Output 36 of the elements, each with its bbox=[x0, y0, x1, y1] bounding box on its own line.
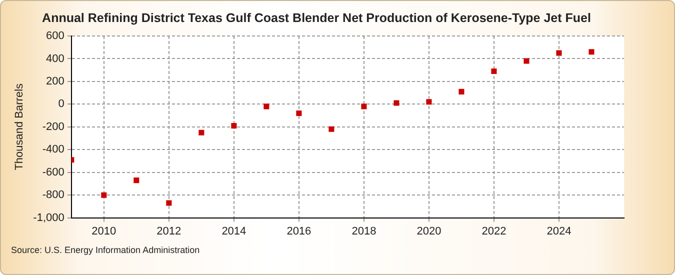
point bbox=[264, 104, 270, 110]
point bbox=[491, 68, 497, 74]
point bbox=[101, 192, 107, 198]
y-tick-label: 400 bbox=[46, 52, 64, 65]
y-axis-title: Thousand Barrels bbox=[14, 82, 26, 170]
y-tick-label: -1,000 bbox=[33, 212, 64, 224]
point bbox=[134, 178, 140, 184]
point bbox=[426, 99, 432, 105]
point bbox=[556, 50, 562, 56]
point bbox=[524, 58, 530, 64]
x-tick-label: 2022 bbox=[482, 225, 506, 238]
x-tick-label: 2024 bbox=[546, 225, 572, 238]
x-tick-label: 2018 bbox=[352, 225, 376, 238]
y-tick-label: 600 bbox=[46, 30, 64, 42]
point bbox=[458, 88, 464, 94]
y-tick-label: 0 bbox=[58, 98, 64, 110]
point bbox=[588, 49, 594, 55]
point bbox=[296, 110, 302, 116]
x-tick-label: 2014 bbox=[222, 225, 246, 238]
point bbox=[198, 130, 204, 136]
point bbox=[361, 104, 367, 110]
x-tick-label: 2010 bbox=[92, 225, 116, 238]
y-tick-label: 200 bbox=[46, 75, 64, 88]
x-tick-label: 2020 bbox=[416, 225, 442, 238]
point bbox=[166, 200, 172, 206]
y-tick-label: -400 bbox=[42, 144, 64, 156]
source-note: Source: U.S. Energy Information Administration bbox=[11, 245, 200, 255]
y-tick-label: -800 bbox=[42, 189, 64, 202]
chart-title: Annual Refining District Texas Gulf Coast Blender Net Production of Kerosene-Type Jet Fuel bbox=[42, 10, 591, 25]
y-tick-label: -600 bbox=[42, 166, 64, 178]
point bbox=[231, 123, 237, 129]
point bbox=[394, 100, 400, 106]
x-tick-label: 2012 bbox=[156, 225, 182, 238]
point bbox=[328, 126, 334, 132]
x-tick-label: 2016 bbox=[286, 225, 312, 238]
y-tick-label: -200 bbox=[42, 120, 64, 133]
